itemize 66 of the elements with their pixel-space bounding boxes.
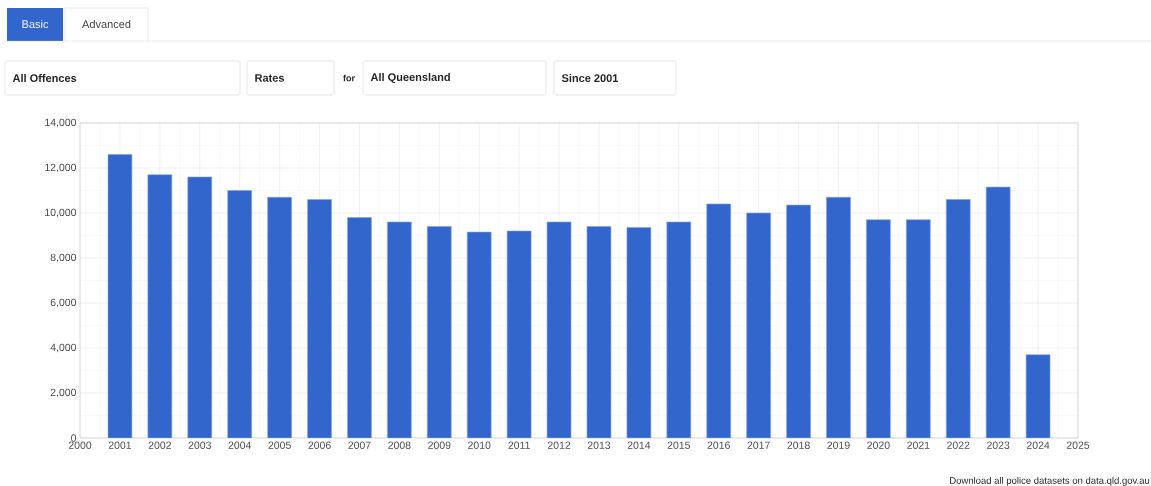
bar — [626, 227, 652, 438]
y-tick-label: 10,000 — [45, 208, 77, 218]
y-tick-label: 6,000 — [50, 298, 77, 308]
text: All Queensland — [370, 72, 450, 84]
x-tick-label: 2007 — [348, 441, 371, 449]
bar — [506, 230, 532, 438]
x-tick-label: 2021 — [907, 441, 930, 449]
bar — [307, 199, 332, 438]
x-tick-label: 2003 — [188, 441, 211, 449]
bar — [586, 226, 612, 438]
text: Download all police datasets on data.qld.gov.au — [950, 476, 1150, 486]
bar — [1025, 354, 1051, 438]
bar — [267, 196, 292, 438]
bar — [187, 176, 213, 438]
x-tick-label: 2009 — [428, 441, 451, 449]
x-tick-label: 2010 — [468, 441, 491, 449]
bar — [945, 199, 971, 438]
x-tick-label: 2013 — [587, 441, 611, 449]
x-tick-label: 2015 — [667, 441, 691, 449]
text: Basic — [22, 19, 49, 29]
x-tick-label: 2024 — [1026, 441, 1050, 449]
x-tick-label: 2001 — [108, 441, 132, 449]
x-tick-label: 2005 — [268, 441, 291, 449]
x-tick-label: 2023 — [987, 441, 1010, 449]
text: for — [343, 74, 355, 82]
text: All Offences — [12, 73, 77, 83]
bar — [387, 221, 412, 438]
x-tick-label: 2017 — [747, 441, 770, 449]
x-tick-label: 2020 — [867, 441, 890, 449]
x-tick-label: 2000 — [68, 441, 92, 449]
x-tick-label: 2014 — [627, 441, 651, 449]
bar — [746, 212, 771, 438]
bar — [666, 221, 692, 438]
x-tick-label: 2002 — [148, 441, 171, 449]
x-tick-label: 2004 — [228, 441, 252, 449]
bar — [227, 190, 252, 438]
bar — [906, 219, 931, 438]
bar — [706, 203, 731, 438]
bar — [786, 204, 811, 438]
y-tick-label: 2,000 — [50, 388, 77, 398]
x-tick-label: 2019 — [827, 441, 850, 449]
x-tick-label: 2006 — [308, 441, 331, 449]
x-tick-label: 2022 — [947, 441, 970, 449]
x-tick-label: 2008 — [388, 441, 411, 449]
y-tick-label: 4,000 — [50, 343, 77, 353]
bar — [546, 221, 572, 438]
bar — [826, 196, 851, 438]
text: Advanced — [82, 19, 131, 29]
bar — [466, 231, 492, 438]
bar — [147, 174, 173, 438]
x-tick-label: 2012 — [547, 441, 571, 449]
y-tick-label: 14,000 — [45, 118, 77, 128]
text: Rates — [255, 74, 285, 82]
x-tick-label: 2025 — [1066, 441, 1090, 449]
bar — [427, 226, 452, 438]
y-tick-label: 8,000 — [50, 253, 77, 263]
x-tick-label: 2018 — [787, 441, 810, 449]
y-tick-label: 0 — [71, 434, 77, 442]
x-tick-label: 2016 — [707, 441, 730, 449]
y-tick-label: 12,000 — [45, 163, 77, 173]
bar — [107, 154, 133, 438]
bar — [347, 217, 372, 438]
text: Since 2001 — [561, 73, 619, 83]
bar — [985, 186, 1011, 438]
x-tick-label: 2011 — [508, 441, 530, 449]
bar — [866, 219, 891, 438]
